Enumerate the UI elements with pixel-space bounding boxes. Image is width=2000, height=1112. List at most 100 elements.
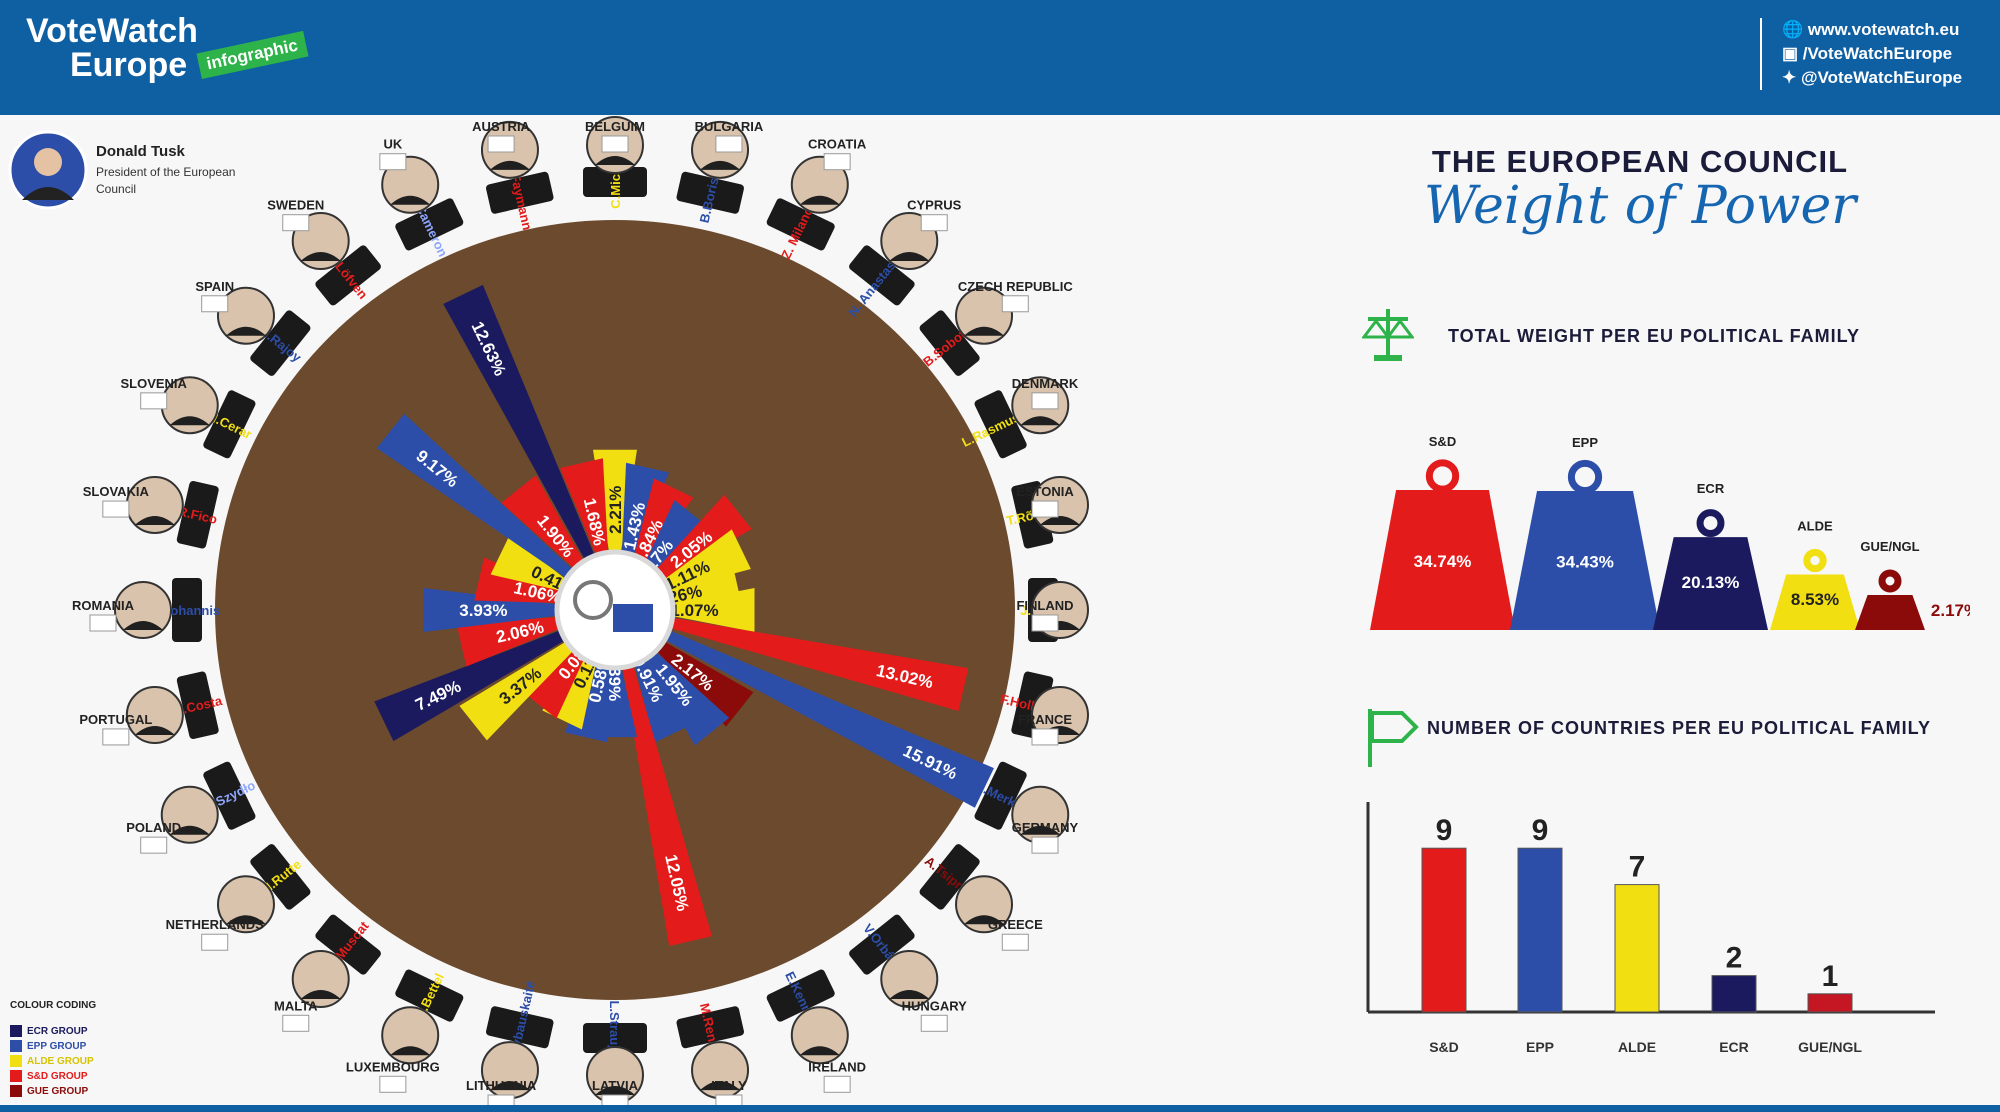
country-label: ROMANIA <box>72 598 135 613</box>
page-title: THE EUROPEAN COUNCIL <box>1431 144 1849 179</box>
leader-suit <box>489 1081 530 1091</box>
leader-suit <box>700 1081 741 1091</box>
country-label: LUXEMBOURG <box>346 1059 440 1074</box>
weight-bar <box>1653 537 1768 630</box>
page-subtitle: Weight of Power <box>1423 176 1857 236</box>
count-value-label: 2 <box>1726 942 1743 975</box>
country-flag <box>1031 614 1059 632</box>
facebook-link[interactable]: ▣ /VoteWatchEurope <box>1782 44 1953 63</box>
chair <box>486 171 554 214</box>
spoke-bar <box>459 638 578 741</box>
wheel-spoke <box>443 284 597 566</box>
wheel-spoke <box>376 413 578 582</box>
leader-suit <box>700 160 741 170</box>
weight-section-title: TOTAL WEIGHT PER EU POLITICAL FAMILY <box>1448 326 1861 346</box>
country-flag <box>601 135 629 153</box>
country-flag <box>201 933 229 951</box>
weight-value-label: 20.13% <box>1682 573 1740 592</box>
brand-logo[interactable]: VoteWatch Europe <box>26 14 198 82</box>
count-value-label: 7 <box>1629 851 1646 884</box>
weight-category-label: ALDE <box>1797 518 1833 533</box>
leader-suit <box>169 416 210 426</box>
leader-suit <box>889 251 930 261</box>
spoke-bar <box>667 588 755 632</box>
legend-swatch <box>10 1070 22 1082</box>
wheel-spoke <box>560 458 609 561</box>
chair <box>203 390 256 459</box>
country-label: NETHERLANDS <box>166 917 265 932</box>
scale-icon <box>1362 309 1414 361</box>
president-name: Donald Tusk <box>96 143 185 160</box>
country-count-bar <box>1711 975 1757 1013</box>
wheel-spoke <box>456 616 566 667</box>
country-flag <box>1031 728 1059 746</box>
country-label: LITHUANIA <box>466 1078 537 1093</box>
legend-swatch <box>10 1025 22 1037</box>
chair <box>849 914 915 975</box>
country-flag <box>487 135 515 153</box>
leader-suit <box>595 156 635 165</box>
leader-suit <box>225 326 266 336</box>
country-label: MALTA <box>274 998 318 1013</box>
leader-suit <box>300 251 341 261</box>
country-flag <box>823 1075 851 1093</box>
twitter-link[interactable]: ✦ @VoteWatchEurope <box>1782 68 1963 87</box>
chair <box>395 969 464 1022</box>
leader-suit <box>134 515 175 525</box>
country-label: SLOVAKIA <box>83 484 150 499</box>
leader-avatar <box>790 1006 849 1065</box>
country-flag <box>1031 392 1059 410</box>
weight-handle <box>1878 569 1902 593</box>
brand-line1: VoteWatch <box>26 12 198 50</box>
leader-suit <box>1020 825 1061 835</box>
spoke-bar <box>659 529 751 592</box>
brand-line2: Europe <box>70 46 188 84</box>
spoke-bar <box>443 284 597 566</box>
wheel-spoke <box>667 588 755 632</box>
leader-avatar <box>114 581 172 639</box>
tusk-avatar <box>8 130 88 210</box>
chair <box>395 198 464 251</box>
country-flag <box>140 836 168 854</box>
chair <box>766 969 835 1022</box>
country-flag <box>1031 836 1059 854</box>
footer-bar <box>0 1105 2000 1112</box>
wheel-spoke <box>633 478 694 566</box>
spoke-value-label: 3.93% <box>459 601 507 620</box>
country-count-bar <box>1517 847 1563 1013</box>
spoke-bar <box>652 494 752 582</box>
count-value-label: 1 <box>1822 960 1839 993</box>
country-label: CZECH REPUBLIC <box>958 279 1073 294</box>
chair <box>250 310 311 376</box>
spoke-bar <box>633 654 695 743</box>
chair <box>172 578 202 642</box>
leader-suit <box>225 915 266 925</box>
leader-suit <box>799 195 840 205</box>
country-label: CYPRUS <box>907 198 962 213</box>
chair <box>766 198 835 251</box>
spoke-value-label: 2.21% <box>606 486 625 534</box>
chair <box>176 481 219 549</box>
leader-suit <box>595 1086 635 1095</box>
leader-avatar <box>160 785 219 844</box>
chair <box>250 844 311 910</box>
country-flag <box>282 214 310 232</box>
weight-category-label: ECR <box>1697 481 1725 496</box>
spoke-bar <box>643 647 730 746</box>
countries-section-title: NUMBER OF COUNTRIES PER EU POLITICAL FAM… <box>1427 718 1932 738</box>
spoke-bar <box>456 616 566 667</box>
website-link[interactable]: 🌐 www.votewatch.eu <box>1782 20 1960 39</box>
leader-avatar <box>216 286 275 345</box>
country-label: DENMARK <box>1012 376 1079 391</box>
legend-swatch <box>10 1085 22 1097</box>
countries-bar-chart: 9 S&D 9 EPP 7 ALDE 2 ECR 1 GUE/NGL <box>1366 802 1935 1055</box>
wheel-spoke <box>643 647 730 746</box>
country-label: AUSTRIA <box>472 119 530 134</box>
country-flag <box>282 1014 310 1032</box>
leader-suit <box>964 326 1005 336</box>
leader-avatar <box>381 155 440 214</box>
leader-avatar <box>955 875 1014 934</box>
chair <box>583 1023 647 1053</box>
country-flag <box>201 295 229 313</box>
country-flag <box>715 1094 743 1105</box>
